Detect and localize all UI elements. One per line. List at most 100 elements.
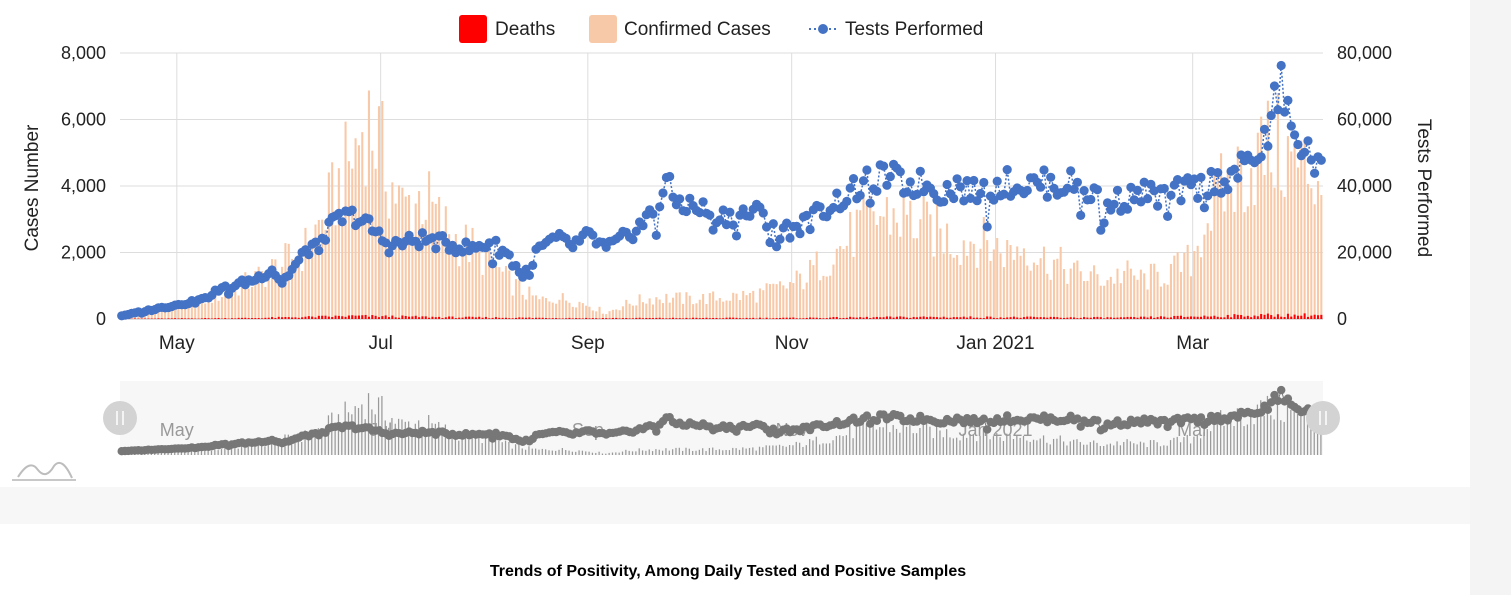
confirmed-cases-bar bbox=[287, 243, 290, 319]
right-handle-knob[interactable] bbox=[1306, 401, 1340, 435]
deaths-bar bbox=[1273, 316, 1276, 319]
navigator-left-handle[interactable] bbox=[103, 401, 137, 435]
deaths-bar bbox=[404, 315, 407, 319]
confirmed-cases-bar bbox=[668, 302, 671, 319]
navigator-bar bbox=[1103, 446, 1105, 455]
confirmed-cases-bar bbox=[855, 209, 858, 319]
confirmed-cases-bar bbox=[1306, 183, 1309, 319]
navigator-bar bbox=[331, 412, 333, 455]
navigator-bar bbox=[819, 444, 821, 455]
confirmed-cases-bar bbox=[528, 286, 531, 319]
navigator-bar bbox=[1163, 445, 1165, 455]
navigator-bar bbox=[608, 452, 610, 455]
confirmed-cases-bar bbox=[742, 290, 745, 319]
navigator-bar bbox=[468, 439, 470, 455]
confirmed-cases-bar bbox=[207, 294, 210, 319]
deaths-bar bbox=[698, 318, 701, 319]
tests-performed-point bbox=[1300, 147, 1310, 157]
deaths-bar bbox=[1243, 316, 1246, 319]
deaths-bar bbox=[909, 317, 912, 319]
navigator-point bbox=[1273, 396, 1283, 406]
deaths-bar bbox=[682, 318, 685, 319]
deaths-bar bbox=[772, 318, 775, 319]
confirmed-cases-bar bbox=[464, 224, 467, 319]
tests-performed-point bbox=[1036, 182, 1046, 192]
navigator-bar bbox=[635, 451, 637, 455]
confirmed-cases-bar bbox=[802, 289, 805, 319]
navigator-bar bbox=[541, 448, 543, 455]
tests-performed-point bbox=[1269, 81, 1280, 91]
left-handle-knob[interactable] bbox=[103, 401, 137, 435]
sparkline-icon[interactable] bbox=[12, 462, 76, 481]
confirmed-cases-bar bbox=[1220, 153, 1223, 319]
confirmed-cases-bar bbox=[1062, 269, 1066, 319]
deaths-bar bbox=[628, 318, 631, 319]
confirmed-cases-bar bbox=[748, 292, 751, 319]
navigator-bar bbox=[164, 452, 166, 455]
navigator-right-handle[interactable] bbox=[1306, 401, 1340, 435]
navigator-bar bbox=[1263, 416, 1265, 455]
tests-performed-point bbox=[384, 248, 394, 258]
deaths-bar bbox=[585, 317, 588, 319]
deaths-bar bbox=[768, 318, 771, 319]
confirmed-cases-bar bbox=[311, 246, 314, 319]
deaths-bar bbox=[287, 317, 290, 319]
navigator-bar bbox=[839, 435, 841, 455]
navigator-bar bbox=[174, 452, 176, 455]
deaths-bar bbox=[899, 316, 902, 319]
confirmed-cases-bar bbox=[605, 314, 608, 319]
navigator-bar bbox=[481, 443, 483, 455]
tests-performed-point bbox=[310, 237, 321, 247]
navigator-bar bbox=[1226, 414, 1228, 455]
deaths-bar bbox=[187, 318, 190, 319]
deaths-bar bbox=[501, 317, 504, 319]
confirmed-cases-bar bbox=[702, 293, 705, 319]
confirmed-cases-bar bbox=[912, 238, 915, 319]
confirmed-cases-bar bbox=[204, 303, 207, 319]
tests-performed-point bbox=[879, 161, 889, 171]
deaths-bar bbox=[835, 317, 838, 319]
navigator-bar bbox=[197, 449, 199, 455]
navigator-bar bbox=[798, 442, 801, 455]
confirmed-cases-bar bbox=[705, 304, 708, 319]
tests-performed-point bbox=[1316, 155, 1326, 165]
deaths-bar bbox=[1266, 313, 1269, 319]
navigator-bar bbox=[986, 433, 988, 455]
deaths-bar bbox=[792, 317, 795, 319]
navigator-bar bbox=[966, 437, 968, 455]
confirmed-cases-bar bbox=[805, 282, 808, 319]
confirmed-cases-bar bbox=[1042, 246, 1046, 319]
confirmed-cases-bar bbox=[762, 290, 765, 319]
tests-performed-point bbox=[1076, 210, 1086, 220]
tests-performed-point bbox=[374, 226, 384, 236]
confirmed-cases-bar bbox=[1303, 141, 1306, 319]
deaths-bar bbox=[1176, 315, 1179, 319]
legend-item-tests[interactable]: Tests Performed bbox=[809, 19, 983, 40]
navigator-bar bbox=[601, 453, 604, 455]
deaths-bar bbox=[254, 318, 257, 319]
tests-performed-point bbox=[417, 228, 427, 238]
confirmed-cases-bar bbox=[758, 288, 761, 319]
confirmed-cases-bar bbox=[695, 303, 698, 319]
deaths-bar bbox=[411, 316, 414, 319]
deaths-bar bbox=[1233, 314, 1236, 319]
navigator-bar bbox=[1230, 419, 1232, 455]
confirmed-cases-bar bbox=[1223, 211, 1226, 319]
legend-item-confirmed[interactable]: Confirmed Cases bbox=[589, 15, 771, 43]
confirmed-cases-bar bbox=[274, 259, 277, 319]
deaths-bar bbox=[204, 318, 207, 319]
deaths-bar bbox=[1199, 316, 1203, 319]
deaths-bar bbox=[1136, 317, 1139, 319]
deaths-bar bbox=[521, 317, 524, 319]
confirmed-cases-bar bbox=[177, 309, 180, 319]
navigator-bar bbox=[471, 430, 473, 455]
navigator-bar bbox=[809, 439, 811, 455]
confirmed-cases-bar bbox=[585, 305, 588, 319]
confirmed-cases-bar bbox=[150, 311, 153, 319]
confirmed-cases-bar bbox=[1136, 279, 1139, 319]
navigator-bar bbox=[177, 452, 179, 455]
navigator-bar bbox=[585, 451, 587, 455]
legend-item-deaths[interactable]: Deaths bbox=[459, 15, 555, 43]
deaths-bar bbox=[932, 316, 935, 319]
